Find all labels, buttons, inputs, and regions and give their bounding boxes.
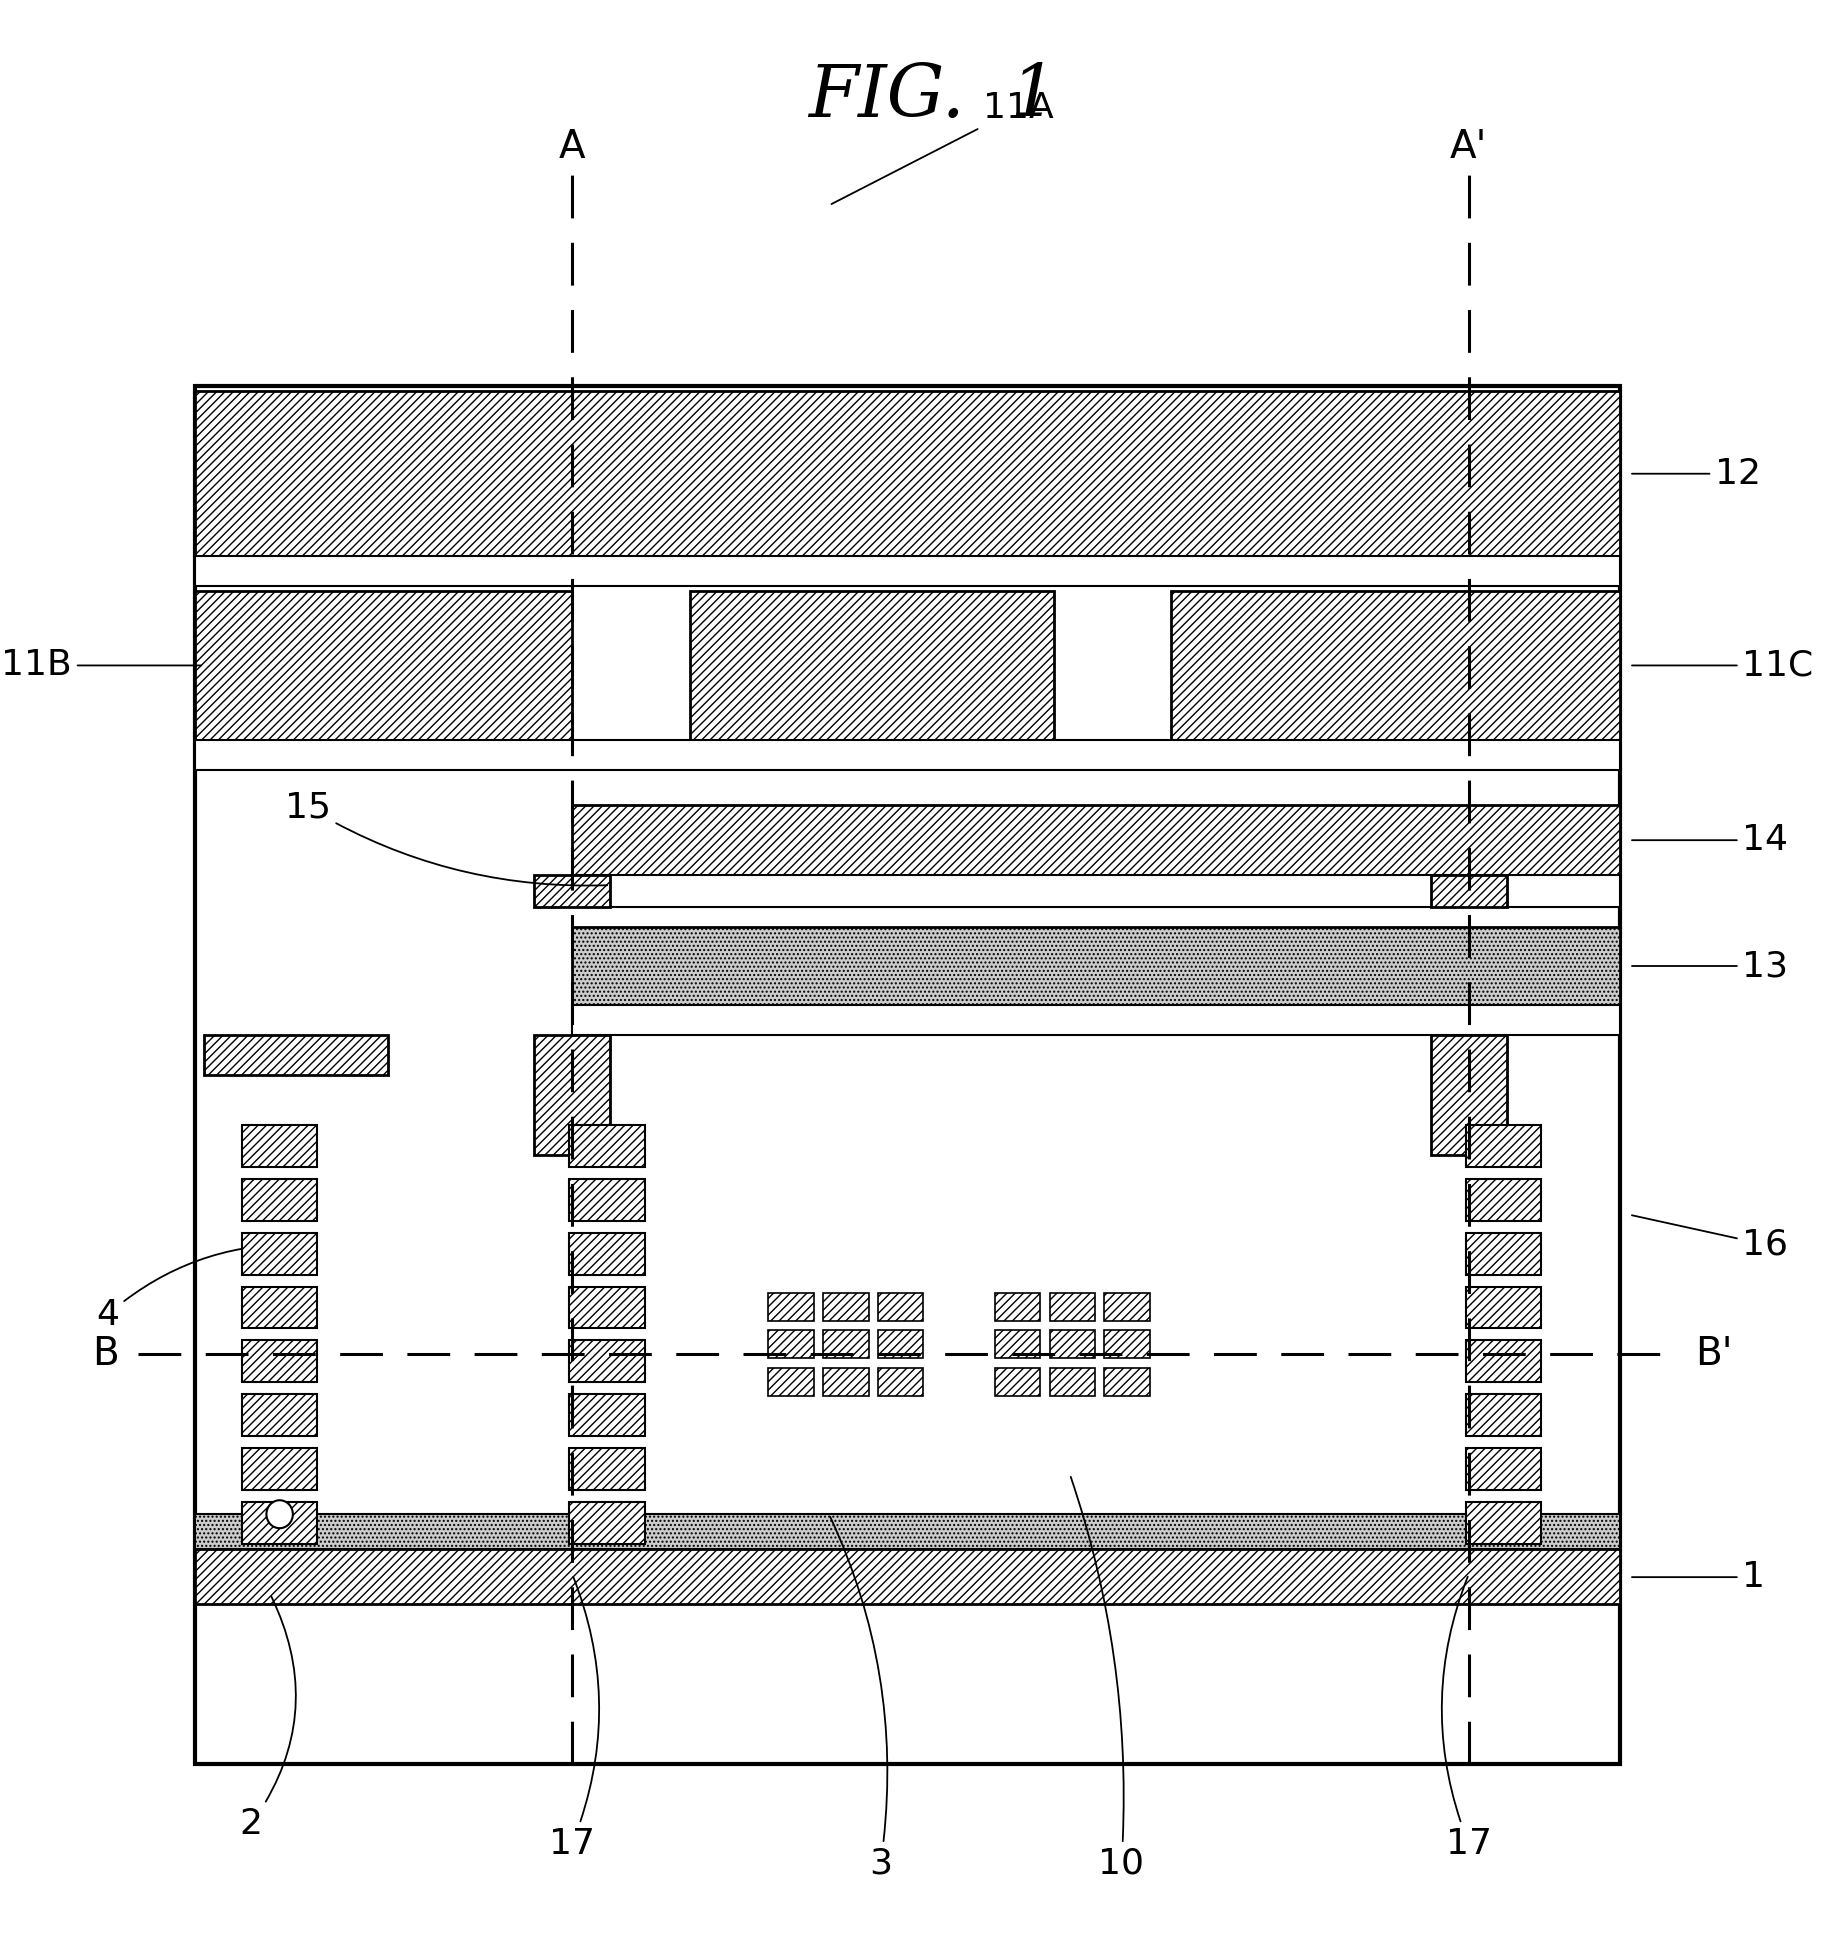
Bar bbox=[1466, 1502, 1540, 1544]
Bar bbox=[1105, 1330, 1148, 1358]
Bar bbox=[195, 385, 1619, 1764]
Bar bbox=[767, 1330, 813, 1358]
Bar bbox=[995, 1369, 1039, 1397]
Bar bbox=[572, 928, 1619, 1006]
Bar bbox=[995, 1330, 1039, 1358]
Text: 15: 15 bbox=[284, 790, 607, 885]
Bar bbox=[1050, 1369, 1094, 1397]
Bar bbox=[1431, 875, 1506, 906]
Bar bbox=[569, 1395, 645, 1435]
Bar bbox=[195, 591, 572, 741]
Text: 3: 3 bbox=[829, 1517, 891, 1881]
Bar bbox=[1105, 1293, 1148, 1321]
Bar bbox=[572, 805, 1619, 875]
Text: B: B bbox=[93, 1336, 118, 1373]
Bar bbox=[572, 875, 1619, 906]
Text: 2: 2 bbox=[239, 1597, 295, 1840]
Text: 13: 13 bbox=[1632, 949, 1788, 982]
Bar bbox=[822, 1369, 868, 1397]
Bar bbox=[534, 875, 609, 906]
Bar bbox=[1466, 1179, 1540, 1221]
Bar bbox=[1466, 1340, 1540, 1383]
Bar bbox=[195, 556, 1619, 585]
Bar bbox=[1466, 1124, 1540, 1167]
Text: 14: 14 bbox=[1632, 823, 1788, 858]
Text: 11A: 11A bbox=[831, 91, 1054, 204]
Bar bbox=[1050, 1293, 1094, 1321]
Bar bbox=[242, 1179, 317, 1221]
Text: 12: 12 bbox=[1632, 457, 1759, 490]
Bar bbox=[195, 741, 1619, 770]
Bar bbox=[767, 1293, 813, 1321]
Bar bbox=[1105, 1369, 1148, 1397]
Text: 16: 16 bbox=[1632, 1216, 1788, 1262]
Bar bbox=[242, 1124, 317, 1167]
Text: A': A' bbox=[1449, 128, 1486, 167]
Text: 4: 4 bbox=[97, 1245, 304, 1332]
Bar bbox=[569, 1340, 645, 1383]
Text: 11B: 11B bbox=[2, 648, 201, 683]
Bar bbox=[822, 1293, 868, 1321]
Bar bbox=[767, 1369, 813, 1397]
Bar bbox=[242, 1340, 317, 1383]
Bar bbox=[569, 1233, 645, 1274]
Bar bbox=[822, 1330, 868, 1358]
Text: 17: 17 bbox=[549, 1577, 598, 1861]
Bar bbox=[1466, 1286, 1540, 1328]
Bar bbox=[877, 1369, 922, 1397]
Text: 10: 10 bbox=[1070, 1476, 1143, 1881]
Bar bbox=[195, 391, 1619, 556]
Bar bbox=[569, 1502, 645, 1544]
Bar bbox=[569, 1286, 645, 1328]
Text: 17: 17 bbox=[1440, 1577, 1491, 1861]
Bar bbox=[195, 1515, 1619, 1548]
Bar bbox=[534, 1035, 609, 1155]
Bar bbox=[569, 1124, 645, 1167]
Bar bbox=[242, 1502, 317, 1544]
Bar bbox=[242, 1395, 317, 1435]
Bar bbox=[689, 591, 1054, 741]
Bar bbox=[195, 1548, 1619, 1605]
Bar bbox=[877, 1330, 922, 1358]
Text: 1: 1 bbox=[1632, 1560, 1765, 1595]
Bar bbox=[1466, 1395, 1540, 1435]
Bar bbox=[1466, 1233, 1540, 1274]
Bar bbox=[995, 1293, 1039, 1321]
Bar bbox=[204, 1035, 388, 1076]
Bar bbox=[572, 1006, 1619, 1035]
Bar bbox=[242, 1233, 317, 1274]
Bar bbox=[1050, 1330, 1094, 1358]
Bar bbox=[1431, 1035, 1506, 1155]
Bar bbox=[877, 1293, 922, 1321]
Text: FIG.  1: FIG. 1 bbox=[808, 60, 1057, 132]
Text: 11C: 11C bbox=[1632, 648, 1812, 683]
Circle shape bbox=[266, 1500, 294, 1529]
Bar bbox=[569, 1449, 645, 1490]
Bar bbox=[1466, 1449, 1540, 1490]
Bar bbox=[242, 1286, 317, 1328]
Text: A: A bbox=[558, 128, 585, 167]
Bar bbox=[242, 1449, 317, 1490]
Bar bbox=[1170, 591, 1619, 741]
Bar bbox=[569, 1179, 645, 1221]
Text: B': B' bbox=[1694, 1336, 1732, 1373]
